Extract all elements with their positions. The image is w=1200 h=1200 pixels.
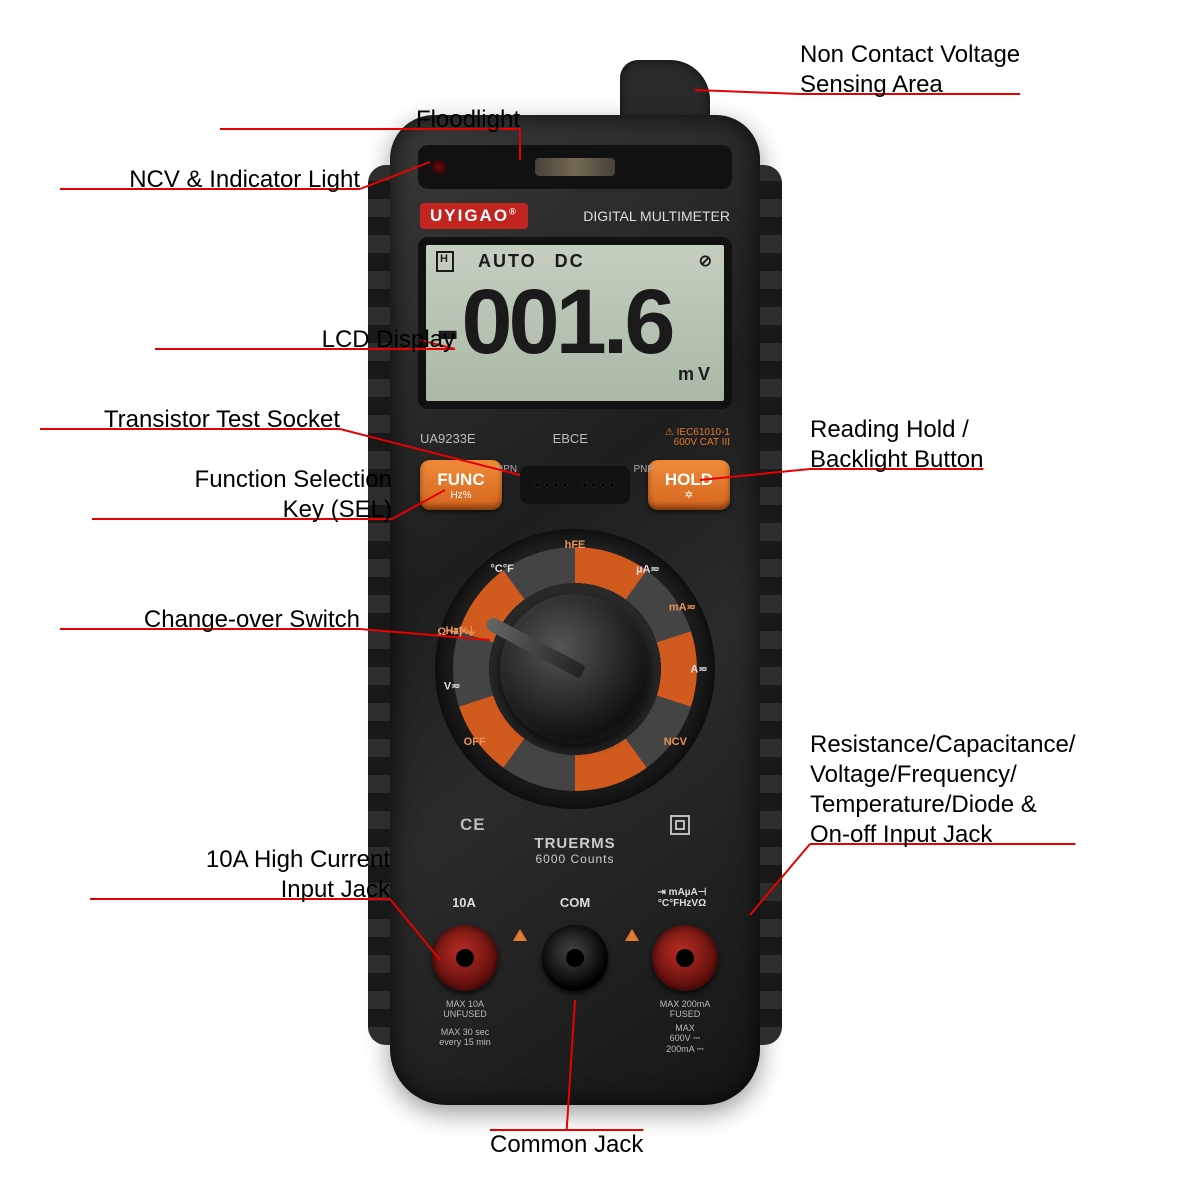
- dial-pos-off: OFF: [445, 736, 505, 748]
- callout-floodlight: Floodlight: [220, 105, 520, 135]
- callout-func: Function SelectionKey (SEL): [92, 465, 392, 525]
- floodlight-window: [535, 158, 615, 176]
- brand-row: UYIGAO® DIGITAL MULTIMETER: [420, 201, 730, 231]
- hold-button[interactable]: HOLD✲: [648, 460, 730, 510]
- jack-10a-sub2: MAX 30 sec every 15 min: [439, 1027, 491, 1048]
- model-number: UA9233E: [420, 431, 476, 446]
- callout-ncv-area: Non Contact VoltageSensing Area: [800, 40, 1020, 100]
- ncv-indicator-led: [432, 160, 446, 174]
- jack-row: 10A COM ⇥ mAµA⊣ °C°FHzVΩ MAX 10A UNFUSED…: [420, 895, 730, 1055]
- callout-switch: Change-over Switch: [60, 605, 360, 635]
- dial-pos-a: A≂: [669, 663, 729, 676]
- ce-mark: CE: [460, 815, 486, 835]
- lcd-hold-indicator: H: [436, 251, 454, 272]
- jack-10a[interactable]: [432, 925, 498, 991]
- lcd-clock-icon: ⊘: [699, 251, 714, 272]
- dial-pos-cf: °C°F: [472, 563, 532, 575]
- dial-pos-v: V≂: [422, 680, 482, 693]
- double-insulation-icon: [670, 815, 690, 835]
- callout-ncv-light: NCV & Indicator Light: [60, 165, 360, 195]
- dial-pos-ma: mA≂: [652, 601, 712, 614]
- jack-right-label: ⇥ mAµA⊣ °C°FHzVΩ: [658, 887, 707, 909]
- lcd-auto: AUTO: [478, 251, 537, 272]
- lcd-mode: DC: [555, 251, 585, 272]
- lcd-display: H AUTO DC ⊘ -001.6 mV: [418, 237, 732, 409]
- callout-trans: Transistor Test Socket: [40, 405, 340, 435]
- brand-badge: UYIGAO®: [420, 203, 528, 229]
- device-title: DIGITAL MULTIMETER: [583, 208, 730, 224]
- callout-com: Common Jack: [490, 1130, 643, 1160]
- jack-10a-sub1: MAX 10A UNFUSED: [443, 999, 487, 1020]
- callout-hold: Reading Hold /Backlight Button: [810, 415, 983, 475]
- safety-rating: ⚠ IEC61010-1600V CAT III: [665, 428, 730, 448]
- button-row: FUNCHz% NPN PNP HOLD✲: [420, 455, 730, 515]
- warn-icon: [625, 929, 639, 941]
- jack-10a-label: 10A: [452, 895, 476, 910]
- func-button[interactable]: FUNCHz%: [420, 460, 502, 510]
- dial-pos-ncv: NCV: [645, 736, 705, 748]
- callout-10a: 10A High CurrentInput Jack: [90, 845, 390, 905]
- warn-icon: [513, 929, 527, 941]
- dial-pos-a: µA≂: [618, 562, 678, 575]
- diagram-stage: UYIGAO® DIGITAL MULTIMETER H AUTO DC ⊘ -…: [0, 0, 1200, 1200]
- jack-com[interactable]: [542, 925, 608, 991]
- callout-rcvft: Resistance/Capacitance/Voltage/Frequency…: [810, 730, 1075, 850]
- jack-com-label: COM: [560, 895, 590, 910]
- multimeter-body: UYIGAO® DIGITAL MULTIMETER H AUTO DC ⊘ -…: [390, 115, 760, 1105]
- truerms-label: TRUERMS6000 Counts: [390, 835, 760, 866]
- jack-r-sub1: MAX 200mA FUSED: [660, 999, 711, 1020]
- socket-label-top: EBCE: [553, 431, 588, 446]
- top-bar: [418, 145, 732, 189]
- jack-vohm[interactable]: [652, 925, 718, 991]
- dial-pos-hfe: hFE: [545, 539, 605, 551]
- dial-pos-: Ω·➔|·⏚: [427, 623, 487, 639]
- transistor-socket[interactable]: NPN PNP: [520, 466, 630, 504]
- lcd-reading: -001.6: [436, 276, 714, 368]
- jack-r-sub2: MAX 600V ⎓ 200mA ⎓: [666, 1023, 704, 1054]
- sub-row: UA9233E EBCE ⚠ IEC61010-1600V CAT III: [420, 427, 730, 449]
- callout-lcd: LCD Display: [155, 325, 455, 355]
- rotary-dial[interactable]: Hz%°C°FhFEµA≂mA≂A≂NCVOFFV≂Ω·➔|·⏚: [435, 529, 715, 809]
